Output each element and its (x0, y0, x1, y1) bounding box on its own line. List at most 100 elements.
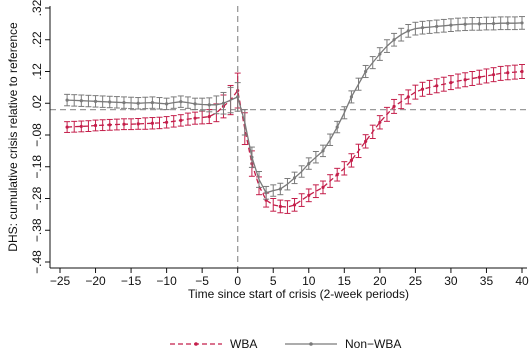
data-point (435, 24, 439, 29)
data-point (108, 123, 112, 127)
y-tick-label: .22 (30, 31, 44, 48)
data-point (349, 95, 354, 99)
data-point (449, 81, 453, 85)
data-point (491, 73, 496, 77)
data-point (321, 149, 325, 153)
data-point (122, 101, 126, 105)
data-point (165, 120, 169, 124)
data-point (520, 21, 524, 25)
data-point (93, 123, 98, 128)
data-point (264, 191, 268, 195)
x-tick-label: 30 (444, 274, 458, 288)
data-point (93, 99, 98, 103)
series-layer (64, 16, 525, 214)
x-tick-label: 0 (234, 274, 241, 288)
data-point (122, 122, 126, 126)
data-point (420, 26, 425, 30)
data-point (506, 71, 510, 75)
y-axis-label: DHS: cumulative crisis relative to refer… (6, 22, 20, 252)
data-point (136, 101, 140, 105)
data-point (65, 125, 69, 129)
data-point (477, 75, 481, 79)
data-point (406, 29, 410, 33)
data-point (65, 98, 69, 102)
data-point (150, 121, 154, 125)
x-tick-label: 5 (270, 274, 277, 288)
y-tick-label: −.08 (30, 123, 44, 147)
data-point (307, 161, 311, 166)
x-tick-label: 10 (302, 274, 316, 288)
data-point (207, 103, 211, 107)
data-point (179, 100, 183, 104)
data-point (307, 193, 311, 197)
data-point (491, 21, 496, 26)
y-tick-label: −.28 (30, 186, 44, 210)
data-point (463, 78, 467, 82)
x-axis-label: Time since start of crisis (2-week perio… (188, 287, 409, 301)
axes-layer: −.48 −.38 −.28 −.18 −.08 .02 .12 .22 .32 −25 −20 −1… (30, 0, 529, 288)
data-point (108, 100, 112, 104)
series-wba (64, 64, 525, 214)
data-point (179, 118, 183, 122)
data-point (278, 187, 282, 191)
x-tick-label: −15 (121, 274, 142, 288)
data-point (364, 139, 368, 143)
data-point (207, 114, 211, 119)
data-point (506, 21, 510, 25)
y-tick-label: .32 (30, 0, 44, 16)
data-point (236, 95, 240, 99)
legend-marker-wba (194, 342, 198, 346)
data-point (349, 158, 354, 162)
x-tick-label: −5 (195, 274, 209, 288)
data-point (477, 22, 481, 26)
data-point (378, 120, 382, 124)
data-point (278, 204, 282, 209)
legend-item-wba: WBA (170, 337, 257, 351)
x-tick-label: 15 (338, 274, 352, 288)
x-tick-label: 25 (409, 274, 423, 288)
data-point (136, 122, 140, 126)
y-tick-label: −.18 (30, 155, 44, 179)
data-point (321, 185, 325, 189)
data-point (463, 22, 467, 26)
data-point (150, 101, 154, 105)
x-tick-label: 35 (480, 274, 494, 288)
data-point (165, 102, 169, 106)
y-tick-label: −.48 (30, 250, 44, 274)
data-point (221, 101, 226, 105)
y-tick-label: .12 (30, 63, 44, 80)
data-point (193, 102, 197, 106)
series-non-wba (64, 16, 525, 200)
data-point (520, 69, 524, 74)
data-point (392, 104, 396, 109)
legend-item-non-wba: Non−WBA (285, 337, 401, 351)
data-point (250, 155, 254, 159)
data-point (292, 176, 297, 180)
data-point (420, 87, 425, 91)
data-point (292, 203, 297, 207)
data-point (335, 173, 339, 177)
x-tick-label: −20 (85, 274, 106, 288)
reference-lines (50, 6, 527, 268)
data-point (449, 23, 453, 27)
legend-label-non-wba: Non−WBA (345, 337, 401, 351)
x-tick-label: 40 (515, 274, 529, 288)
data-point (79, 99, 83, 103)
y-tick-label: −.38 (30, 218, 44, 242)
legend: WBA Non−WBA (170, 337, 401, 351)
data-point (435, 84, 439, 88)
data-point (364, 69, 368, 74)
x-tick-label: −10 (156, 274, 177, 288)
series-line (67, 70, 523, 208)
legend-label-wba: WBA (230, 337, 257, 351)
data-point (335, 125, 339, 129)
data-point (378, 52, 382, 56)
data-point (193, 116, 197, 120)
x-tick-label: −25 (50, 274, 71, 288)
data-point (406, 95, 410, 99)
data-point (392, 38, 396, 42)
x-tick-label: 20 (373, 274, 387, 288)
data-point (79, 124, 83, 129)
